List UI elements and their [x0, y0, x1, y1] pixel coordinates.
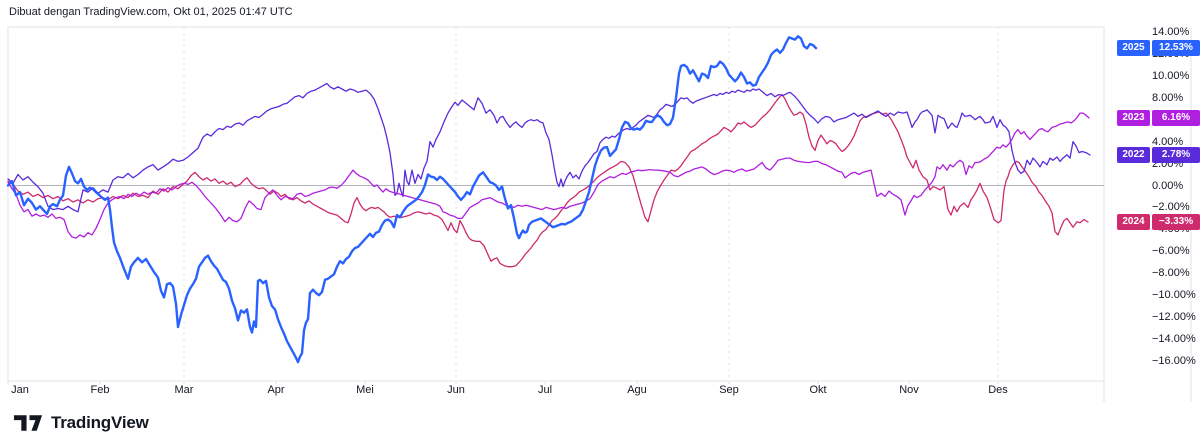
x-axis-label-jan: Jan — [11, 384, 29, 396]
year-badge-2023: 2023 6.16% — [1117, 109, 1200, 126]
x-axis-label-jul: Jul — [537, 384, 553, 396]
year-badge-2024: 2024 −3.33% — [1117, 214, 1200, 231]
series-line-2022 — [7, 82, 1091, 213]
x-axis-label-mar: Mar — [174, 384, 194, 396]
y-axis-label: 14.00% — [1152, 25, 1190, 38]
x-axis-label-des: Des — [988, 384, 1008, 396]
x-axis-label-okt: Okt — [809, 384, 827, 396]
y-axis-label: 10.00% — [1152, 69, 1190, 82]
y-axis-label: 8.00% — [1152, 91, 1184, 104]
y-axis-label: −2.00% — [1152, 201, 1190, 214]
series-line-2023 — [7, 112, 1090, 239]
series-line-2024 — [7, 93, 1089, 268]
y-axis-label: −8.00% — [1152, 267, 1190, 280]
x-axis-label-jun: Jun — [447, 384, 465, 396]
y-axis-label: −12.00% — [1152, 311, 1196, 324]
y-axis-label: −16.00% — [1152, 354, 1196, 367]
attribution-text: Dibuat dengan TradingView.com, Okt 01, 2… — [9, 6, 293, 18]
x-axis-label-apr: Apr — [267, 384, 285, 396]
series-line-2025 — [6, 35, 818, 364]
y-axis-label: −14.00% — [1152, 333, 1196, 346]
x-axis-label-mei: Mei — [356, 384, 374, 396]
x-axis-label-agu: Agu — [627, 384, 647, 396]
x-axis-label-sep: Sep — [719, 384, 739, 396]
y-axis-label: −10.00% — [1152, 289, 1196, 302]
y-axis-label: −6.00% — [1152, 245, 1190, 258]
year-badge-2025: 2025 12.53% — [1117, 40, 1200, 57]
badge-year-label: 2024 — [1117, 214, 1150, 231]
badge-year-label: 2022 — [1117, 147, 1150, 163]
year-badge-2022: 2022 2.78% — [1117, 147, 1200, 163]
badge-value-label: −3.33% — [1152, 214, 1200, 231]
badge-year-label: 2023 — [1117, 109, 1150, 126]
y-axis-label: 0.00% — [1152, 179, 1184, 192]
y-axis-label: 4.00% — [1152, 135, 1184, 148]
brand-name: TradingView — [51, 413, 149, 432]
badge-value-label: 12.53% — [1152, 40, 1200, 57]
tradingview-logo-link[interactable]: TradingView — [13, 411, 149, 435]
tradingview-logo-icon — [13, 415, 43, 431]
x-axis-label-nov: Nov — [899, 384, 919, 396]
badge-value-label: 6.16% — [1152, 109, 1200, 126]
badge-year-label: 2025 — [1117, 40, 1150, 57]
x-axis-label-feb: Feb — [90, 384, 110, 396]
badge-value-label: 2.78% — [1152, 147, 1200, 163]
chart-canvas[interactable] — [0, 0, 1200, 405]
